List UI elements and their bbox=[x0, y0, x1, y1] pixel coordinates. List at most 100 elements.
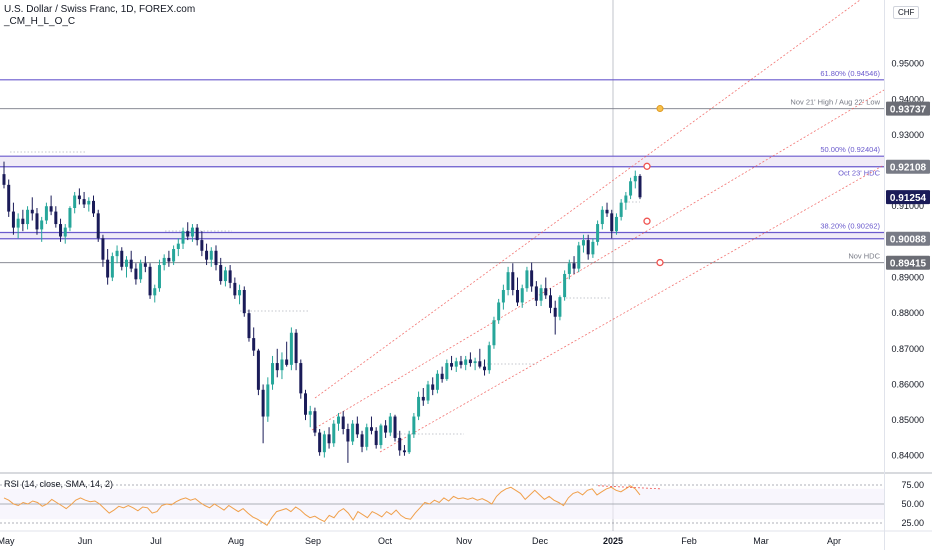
y-tick-label: 0.93000 bbox=[891, 130, 924, 140]
candle-body bbox=[473, 361, 477, 364]
candle-body bbox=[417, 396, 421, 417]
y-tick-label: 0.86000 bbox=[891, 379, 924, 389]
candle-body bbox=[30, 209, 34, 214]
candle-body bbox=[374, 430, 378, 446]
y-tick-label: 0.87000 bbox=[891, 344, 924, 354]
candle-body bbox=[450, 363, 454, 367]
candle-body bbox=[266, 384, 270, 417]
rsi-tick-label: 50.00 bbox=[901, 499, 924, 509]
candle-body bbox=[402, 450, 406, 453]
candle-body bbox=[304, 393, 308, 415]
candle-body bbox=[157, 265, 161, 289]
price-badge-label: 0.93737 bbox=[890, 105, 927, 116]
candle-body bbox=[591, 241, 595, 255]
rsi-line bbox=[3, 485, 641, 526]
price-badge-bg bbox=[886, 101, 930, 116]
price-badge-bg bbox=[886, 159, 930, 174]
candle-body bbox=[431, 384, 435, 390]
candle-body bbox=[172, 249, 176, 262]
candle-body bbox=[548, 295, 552, 308]
candle-body bbox=[426, 384, 430, 401]
candle-body bbox=[501, 289, 505, 303]
candle-body bbox=[54, 211, 58, 225]
candle-body bbox=[308, 411, 312, 415]
candle-body bbox=[492, 320, 496, 346]
candle-body bbox=[143, 263, 147, 267]
candle-body bbox=[195, 227, 199, 241]
candle-body bbox=[106, 259, 110, 278]
candle-body bbox=[148, 266, 152, 296]
candle-body bbox=[40, 220, 44, 230]
candle-body bbox=[369, 427, 373, 431]
candle-body bbox=[355, 423, 359, 435]
candle-body bbox=[563, 273, 567, 298]
candle-body bbox=[586, 240, 590, 255]
candle-body bbox=[110, 256, 114, 278]
price-badge-bg bbox=[886, 231, 930, 246]
candle-body bbox=[153, 288, 157, 296]
candle-body bbox=[186, 231, 190, 237]
candle-body bbox=[600, 209, 604, 225]
price-badge-label: 0.92108 bbox=[890, 163, 927, 174]
x-tick-label: Oct bbox=[378, 536, 393, 546]
candle-body bbox=[327, 434, 331, 444]
y-tick-label: 0.95000 bbox=[891, 59, 924, 69]
candle-body bbox=[252, 338, 256, 351]
candle-body bbox=[412, 416, 416, 435]
candle-body bbox=[393, 416, 397, 438]
candle-body bbox=[483, 366, 487, 371]
candle-body bbox=[247, 313, 251, 339]
candle-body bbox=[341, 416, 345, 430]
candle-body bbox=[190, 227, 194, 237]
x-tick-label: Apr bbox=[827, 536, 841, 546]
currency-button[interactable]: CHF bbox=[893, 6, 920, 19]
candle-body bbox=[285, 359, 289, 365]
candle-body bbox=[322, 434, 326, 453]
candle-body bbox=[26, 209, 30, 225]
candle-body bbox=[365, 427, 369, 447]
channel-line-1 bbox=[311, 89, 885, 431]
candle-body bbox=[506, 272, 510, 290]
candle-body bbox=[440, 373, 444, 380]
candle-body bbox=[318, 432, 322, 453]
candle-body bbox=[77, 195, 81, 200]
y-tick-label: 0.84000 bbox=[891, 451, 924, 461]
candle-body bbox=[115, 250, 119, 257]
x-tick-label: Mar bbox=[753, 536, 769, 546]
candle-body bbox=[242, 289, 246, 314]
candle-body bbox=[200, 240, 204, 251]
candle-body bbox=[129, 259, 133, 269]
candle-body bbox=[44, 206, 48, 221]
candle-body bbox=[59, 224, 63, 237]
candle-body bbox=[7, 184, 11, 212]
rsi-label: RSI (14, close, SMA, 14, 2) bbox=[4, 479, 114, 489]
candle-body bbox=[124, 259, 128, 267]
y-tick-label: 0.89000 bbox=[891, 273, 924, 283]
level-label-2: Oct 23' HDC bbox=[838, 169, 880, 178]
rsi-tick-label: 75.00 bbox=[901, 480, 924, 490]
channel-line-0 bbox=[314, 0, 861, 399]
price-badge-label: 0.91254 bbox=[890, 193, 927, 204]
level-label-1: 50.00% (0.92404) bbox=[820, 145, 880, 154]
candle-body bbox=[398, 437, 402, 451]
candle-body bbox=[2, 174, 6, 185]
candle-body bbox=[610, 213, 614, 232]
candle-body bbox=[511, 272, 515, 290]
candle-body bbox=[205, 250, 209, 260]
candle-body bbox=[464, 359, 468, 365]
candle-body bbox=[332, 423, 336, 444]
candle-body bbox=[605, 209, 609, 214]
projection-marker bbox=[656, 105, 664, 113]
candle-body bbox=[624, 195, 628, 203]
candle-body bbox=[209, 250, 213, 260]
candle-body bbox=[407, 434, 411, 453]
x-tick-label: Aug bbox=[228, 536, 244, 546]
candle-body bbox=[567, 263, 571, 274]
candle-body bbox=[581, 240, 585, 246]
channel-marker-upper bbox=[643, 162, 651, 170]
candle-body bbox=[379, 425, 383, 446]
candle-body bbox=[238, 289, 242, 296]
candle-body bbox=[572, 263, 576, 269]
